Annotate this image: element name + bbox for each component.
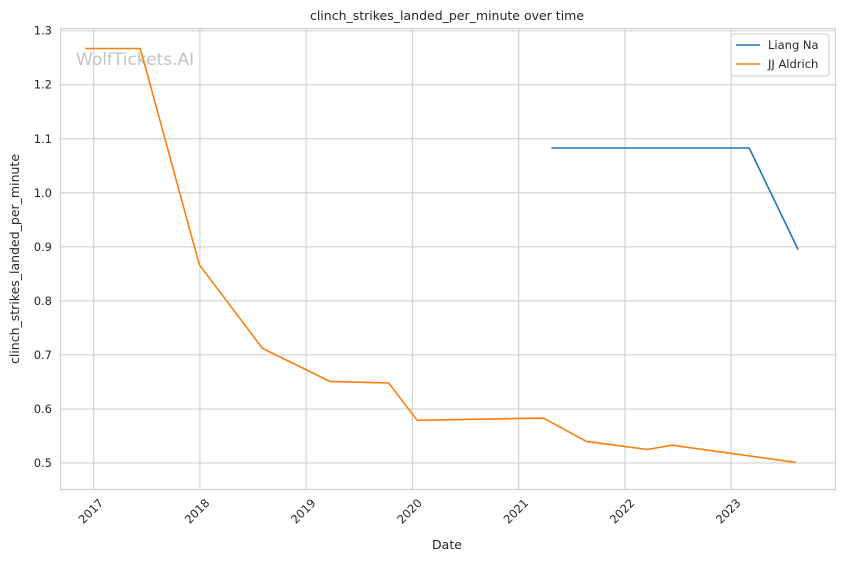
plot-area-frame	[60, 28, 836, 490]
y-tick-label: 1.0	[34, 186, 52, 200]
y-tick-label: 0.5	[34, 456, 52, 470]
y-tick-label: 0.7	[34, 348, 52, 362]
series-line-0	[551, 147, 799, 250]
y-tick-label: 0.9	[34, 240, 52, 254]
series-layer	[85, 47, 799, 464]
y-tick-label: 1.2	[34, 78, 52, 92]
y-axis-label: clinch_strikes_landed_per_minute	[7, 154, 22, 364]
watermark: WolfTickets.AI	[76, 50, 194, 70]
y-tick-label: 0.8	[34, 294, 52, 308]
y-tick-label: 0.6	[34, 402, 52, 416]
legend-label: JJ Aldrich	[767, 57, 818, 71]
series-line-1	[85, 47, 797, 464]
chart-title: clinch_strikes_landed_per_minute over ti…	[310, 8, 584, 23]
x-axis-label: Date	[432, 537, 462, 552]
legend-label: Liang Na	[768, 38, 819, 52]
y-tick-label: 1.3	[34, 24, 52, 38]
y-tick-label: 1.1	[34, 132, 52, 146]
legend: Liang Na JJ Aldrich	[730, 33, 830, 77]
